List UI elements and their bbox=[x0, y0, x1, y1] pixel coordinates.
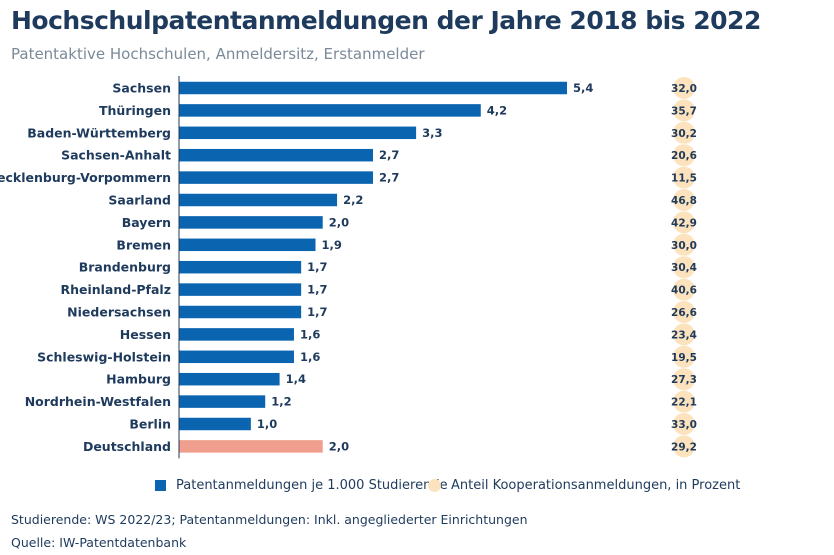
category-label: Schleswig-Holstein bbox=[37, 349, 171, 364]
category-label: Deutschland bbox=[83, 439, 171, 454]
cooperation-circle bbox=[673, 301, 695, 323]
category-label: Mecklenburg-Vorpommern bbox=[0, 170, 171, 185]
category-label: Rheinland-Pfalz bbox=[60, 282, 171, 297]
bar bbox=[179, 81, 567, 95]
legend-swatch-circle bbox=[428, 479, 441, 492]
legend-item-patents: Patentanmeldungen je 1.000 Studierende bbox=[155, 478, 448, 493]
category-label: Nordrhein-Westfalen bbox=[25, 394, 171, 409]
bar bbox=[179, 440, 323, 453]
cooperation-circle bbox=[673, 390, 695, 413]
chart-title: Hochschulpatentanmeldungen der Jahre 201… bbox=[11, 6, 761, 35]
bar-value-label: 2,7 bbox=[379, 171, 399, 185]
category-label: Sachsen bbox=[112, 81, 171, 96]
cooperation-value-label: 23,4 bbox=[671, 329, 697, 341]
cooperation-value-label: 19,5 bbox=[671, 352, 697, 364]
cooperation-circle bbox=[673, 144, 695, 167]
bar-value-label: 1,6 bbox=[300, 350, 320, 364]
bar bbox=[179, 126, 417, 140]
bar-value-label: 1,9 bbox=[322, 238, 342, 252]
cooperation-circle bbox=[673, 413, 695, 435]
footnote: Studierende: WS 2022/23; Patentanmeldung… bbox=[11, 512, 528, 527]
bar bbox=[179, 417, 251, 431]
bar bbox=[179, 328, 294, 341]
category-label: Hessen bbox=[120, 327, 171, 342]
cooperation-circle bbox=[673, 435, 695, 458]
cooperation-circle bbox=[673, 77, 695, 99]
legend-swatch-bar bbox=[155, 480, 166, 491]
source: Quelle: IW-Patentdatenbank bbox=[11, 535, 187, 550]
bar-value-label: 1,7 bbox=[307, 260, 327, 274]
cooperation-circle bbox=[673, 256, 695, 279]
cooperation-circle bbox=[673, 211, 695, 234]
cooperation-circle bbox=[673, 323, 695, 346]
bar-value-label: 2,7 bbox=[379, 148, 399, 162]
bar bbox=[179, 305, 302, 319]
category-label: Bremen bbox=[116, 237, 171, 252]
legend-label: Patentanmeldungen je 1.000 Studierende bbox=[176, 478, 448, 493]
bar bbox=[179, 171, 373, 184]
bar bbox=[179, 350, 294, 364]
category-label: Berlin bbox=[129, 417, 171, 432]
cooperation-circle bbox=[673, 345, 695, 368]
bar bbox=[179, 148, 373, 162]
bar bbox=[179, 395, 266, 408]
bar-value-label: 1,6 bbox=[300, 327, 320, 341]
cooperation-circle bbox=[673, 166, 695, 189]
category-label: Niedersachsen bbox=[67, 305, 171, 320]
bar-value-label: 1,2 bbox=[271, 395, 291, 409]
bar bbox=[179, 372, 280, 386]
bar bbox=[179, 216, 323, 229]
category-label: Baden-Württemberg bbox=[27, 125, 171, 140]
cooperation-value-label: 35,7 bbox=[671, 105, 697, 117]
cooperation-value-label: 11,5 bbox=[671, 173, 697, 185]
bar bbox=[179, 193, 338, 207]
cooperation-value-label: 33,0 bbox=[671, 419, 697, 431]
bar bbox=[179, 238, 316, 252]
cooperation-value-label: 42,9 bbox=[671, 217, 697, 229]
bar-value-label: 2,0 bbox=[329, 215, 349, 229]
cooperation-value-label: 32,0 bbox=[671, 83, 697, 95]
cooperation-value-label: 27,3 bbox=[671, 374, 697, 386]
bar-value-label: 3,3 bbox=[422, 126, 442, 140]
category-label: Sachsen-Anhalt bbox=[61, 148, 171, 163]
cooperation-circle bbox=[673, 278, 695, 301]
cooperation-circle bbox=[673, 368, 695, 391]
cooperation-value-label: 30,4 bbox=[671, 262, 697, 274]
cooperation-value-label: 30,2 bbox=[671, 128, 697, 140]
legend-label: Anteil Kooperationsanmeldungen, in Proze… bbox=[451, 478, 741, 493]
cooperation-value-label: 29,2 bbox=[671, 441, 697, 453]
bar bbox=[179, 260, 302, 274]
cooperation-circle bbox=[673, 189, 695, 211]
bar bbox=[179, 104, 481, 117]
category-label: Thüringen bbox=[99, 103, 171, 118]
bar-value-label: 4,2 bbox=[487, 103, 507, 117]
chart-subtitle: Patentaktive Hochschulen, Anmeldersitz, … bbox=[11, 45, 425, 63]
cooperation-circle bbox=[673, 121, 695, 144]
cooperation-circle bbox=[673, 99, 695, 122]
cooperation-value-label: 20,6 bbox=[671, 150, 697, 162]
category-label: Hamburg bbox=[106, 372, 171, 387]
cooperation-value-label: 26,6 bbox=[671, 307, 697, 319]
cooperation-value-label: 46,8 bbox=[671, 195, 697, 207]
bar-value-label: 1,7 bbox=[307, 283, 327, 297]
bar-value-label: 2,0 bbox=[329, 439, 349, 453]
bar-value-label: 2,2 bbox=[343, 193, 363, 207]
category-label: Saarland bbox=[108, 193, 171, 208]
bar-chart: Sachsen 5,4 32,0 Thüringen 4,2 35,7 Baden-Würt… bbox=[0, 76, 697, 459]
bar-value-label: 1,0 bbox=[257, 417, 277, 431]
bar-value-label: 1,4 bbox=[286, 372, 306, 386]
bar-value-label: 5,4 bbox=[573, 81, 593, 95]
category-label: Brandenburg bbox=[79, 260, 171, 275]
legend-item-cooperation: Anteil Kooperationsanmeldungen, in Proze… bbox=[428, 478, 740, 493]
cooperation-value-label: 22,1 bbox=[671, 397, 697, 409]
cooperation-value-label: 30,0 bbox=[671, 240, 697, 252]
bar bbox=[179, 283, 302, 296]
cooperation-value-label: 40,6 bbox=[671, 285, 697, 297]
cooperation-circle bbox=[673, 233, 695, 256]
bar-value-label: 1,7 bbox=[307, 305, 327, 319]
category-label: Bayern bbox=[122, 215, 171, 230]
